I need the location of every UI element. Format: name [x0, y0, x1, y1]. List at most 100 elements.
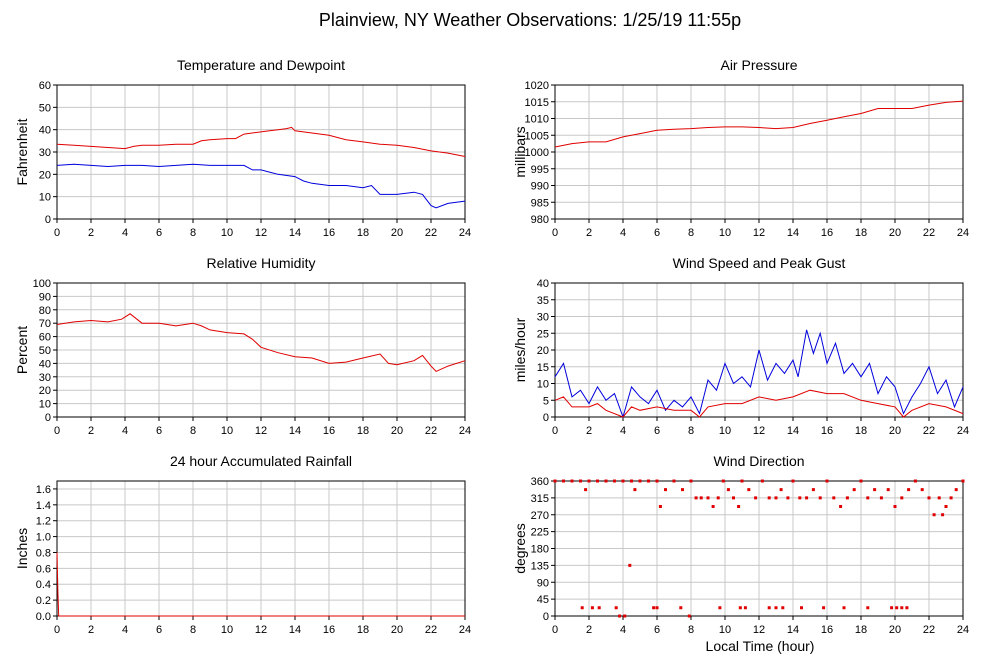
x-tick-label: 12: [255, 227, 267, 239]
y-tick-label: 40: [39, 358, 51, 370]
series-line-red: [56, 126, 466, 157]
data-point: [900, 496, 904, 500]
data-point: [779, 488, 783, 492]
data-point: [664, 488, 667, 492]
x-tick-label: 0: [552, 425, 558, 437]
data-point: [596, 479, 599, 483]
x-tick-label: 12: [753, 624, 765, 636]
plot-frame: [554, 282, 964, 418]
x-tick-label: 18: [855, 624, 867, 636]
data-point: [941, 513, 945, 517]
x-tick-label: 16: [821, 227, 833, 239]
plot-frame: [554, 84, 964, 220]
x-tick-label: 14: [289, 425, 301, 437]
x-tick-label: 10: [221, 425, 233, 437]
data-point: [681, 488, 684, 492]
x-tick-label: 8: [190, 227, 196, 239]
x-tick-label: 6: [654, 624, 660, 636]
y-tick-label: 25: [537, 328, 549, 340]
y-tick-label: 0: [543, 611, 549, 623]
data-point: [687, 614, 691, 618]
y-tick-label: 0.0: [36, 611, 51, 623]
x-tick-label: 10: [719, 227, 731, 239]
data-point: [774, 606, 778, 610]
data-point: [900, 606, 904, 610]
series-line-red: [554, 100, 964, 148]
data-point: [852, 488, 856, 492]
data-point: [913, 479, 917, 483]
data-point: [767, 496, 771, 500]
x-tick-label: 4: [122, 425, 128, 437]
y-tick-label: 15: [537, 362, 549, 374]
data-point: [570, 479, 574, 483]
data-point: [800, 606, 803, 610]
x-tick-label: 4: [122, 624, 128, 636]
y-tick-label: 10: [39, 192, 51, 204]
x-axis-label: Local Time (hour): [706, 638, 815, 654]
data-point: [825, 479, 829, 483]
data-point: [584, 488, 588, 492]
data-point: [679, 606, 683, 610]
x-tick-label: 24: [459, 425, 471, 437]
x-tick-label: 6: [156, 425, 162, 437]
data-point: [944, 505, 948, 508]
data-point: [597, 606, 601, 610]
data-point: [832, 496, 836, 500]
data-point: [873, 488, 877, 492]
data-point: [721, 479, 725, 483]
x-tick-label: 20: [391, 624, 403, 636]
y-tick-label: 80: [39, 305, 51, 317]
y-tick-label: 0: [45, 412, 51, 424]
y-axis-label: Fahrenheit: [14, 118, 30, 185]
data-point: [845, 496, 849, 500]
x-tick-label: 12: [753, 425, 765, 437]
panel-title: Air Pressure: [720, 57, 797, 73]
x-tick-label: 8: [688, 624, 694, 636]
x-tick-label: 24: [459, 227, 471, 239]
x-tick-label: 0: [54, 624, 60, 636]
x-tick-label: 12: [753, 227, 765, 239]
x-tick-label: 6: [654, 227, 660, 239]
main-title: Plainview, NY Weather Observations: 1/25…: [319, 10, 741, 30]
y-tick-label: 0: [543, 412, 549, 424]
x-tick-label: 0: [552, 624, 558, 636]
y-tick-label: 50: [39, 102, 51, 114]
x-tick-label: 14: [787, 624, 799, 636]
data-point: [628, 563, 632, 567]
y-tick-label: 985: [531, 197, 549, 209]
x-tick-label: 18: [357, 624, 369, 636]
y-tick-label: 35: [537, 295, 549, 307]
data-point: [738, 606, 742, 610]
x-tick-label: 8: [688, 425, 694, 437]
data-point: [866, 496, 870, 500]
y-tick-label: 0.8: [36, 547, 51, 559]
data-point: [798, 496, 802, 500]
x-tick-label: 20: [889, 227, 901, 239]
data-point: [767, 606, 771, 610]
x-tick-label: 8: [190, 624, 196, 636]
data-point: [786, 496, 790, 500]
y-tick-label: 45: [537, 594, 549, 606]
x-tick-label: 14: [787, 227, 799, 239]
x-tick-label: 8: [190, 425, 196, 437]
y-axis-label: millibars: [512, 126, 528, 177]
data-point: [562, 479, 565, 483]
x-tick-label: 2: [586, 227, 592, 239]
data-point: [907, 488, 911, 492]
x-tick-label: 22: [923, 425, 935, 437]
y-tick-label: 1015: [525, 97, 549, 109]
data-point: [655, 479, 659, 483]
y-tick-label: 1005: [525, 130, 549, 142]
data-point: [652, 606, 656, 610]
x-tick-label: 10: [719, 624, 731, 636]
data-point: [711, 505, 715, 508]
data-point: [718, 606, 722, 610]
data-point: [805, 496, 809, 500]
data-point: [672, 479, 676, 483]
x-tick-label: 2: [586, 624, 592, 636]
x-tick-label: 4: [620, 624, 626, 636]
data-point: [920, 488, 924, 492]
x-tick-label: 20: [889, 425, 901, 437]
y-tick-label: 1000: [525, 147, 549, 159]
